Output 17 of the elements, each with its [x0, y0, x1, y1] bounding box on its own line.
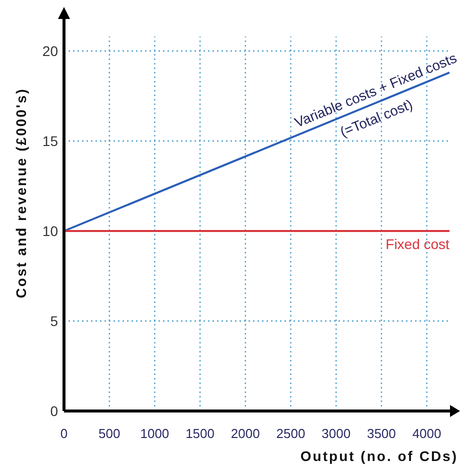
x-axis-title: Output (no. of CDs)	[300, 448, 458, 464]
x-tick-label: 3000	[322, 426, 351, 441]
x-tick-label: 4000	[412, 426, 442, 441]
y-tick-label: 0	[50, 403, 58, 419]
x-tick-label: 1000	[140, 426, 170, 441]
y-tick-label: 15	[42, 133, 58, 149]
y-tick-label: 5	[50, 313, 58, 329]
y-tick-label: 10	[42, 223, 58, 239]
y-axis-title: Cost and revenue (£000's)	[13, 88, 29, 298]
x-tick-label: 3500	[366, 426, 396, 441]
x-tick-label: 2500	[276, 426, 306, 441]
y-tick-label: 20	[42, 43, 58, 59]
x-tick-label: 2000	[230, 426, 260, 441]
x-tick-label: 1500	[186, 426, 215, 441]
series-label: Fixed cost	[386, 236, 450, 252]
x-tick-label: 0	[60, 426, 68, 441]
x-tick-label: 500	[98, 426, 120, 441]
